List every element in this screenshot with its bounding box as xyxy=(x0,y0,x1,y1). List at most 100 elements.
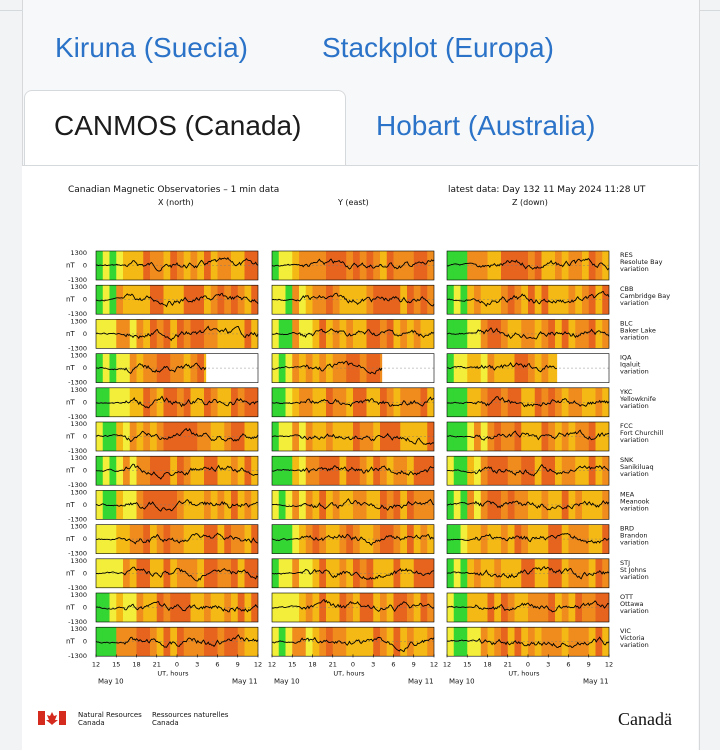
tab-stackplot[interactable]: Stackplot (Europa) xyxy=(322,32,554,63)
activity-band xyxy=(514,456,522,486)
activity-band xyxy=(541,558,549,588)
activity-band xyxy=(366,319,374,349)
activity-band xyxy=(210,285,218,315)
activity-band xyxy=(386,558,394,588)
tab-canmos[interactable]: CANMOS (Canada) xyxy=(54,110,302,141)
variation-trace xyxy=(446,429,610,441)
panel-frame xyxy=(446,524,610,554)
x-tick-label: 15 xyxy=(288,660,296,668)
activity-band xyxy=(278,456,286,486)
activity-band xyxy=(251,558,258,588)
activity-band xyxy=(102,456,110,486)
activity-band xyxy=(400,456,408,486)
activity-band xyxy=(453,627,461,657)
activity-band xyxy=(555,285,563,315)
activity-band xyxy=(453,456,461,486)
station-suffix: variation xyxy=(620,470,649,478)
activity-band xyxy=(602,627,609,657)
tab-hobart[interactable]: Hobart (Australia) xyxy=(376,110,596,141)
activity-band xyxy=(453,285,461,315)
activity-band xyxy=(514,387,522,417)
activity-band xyxy=(494,524,502,554)
x-tick-label: 12 xyxy=(443,660,451,668)
tab-kiruna[interactable]: Kiruna (Suecia) xyxy=(55,32,248,63)
activity-band xyxy=(123,422,131,451)
activity-band xyxy=(96,285,104,315)
activity-band xyxy=(380,524,388,554)
activity-band xyxy=(339,558,347,588)
station-name: St Johns xyxy=(620,566,647,574)
activity-band xyxy=(163,387,171,417)
activity-band xyxy=(143,422,151,451)
activity-band xyxy=(582,387,590,417)
y-unit-label: nT xyxy=(66,569,75,577)
activity-band xyxy=(190,319,198,349)
activity-band xyxy=(339,319,347,349)
y-min-label: -1300 xyxy=(68,550,87,558)
activity-band xyxy=(190,285,198,315)
station-code: STJ xyxy=(620,559,630,567)
panel-frame xyxy=(446,284,610,315)
activity-band xyxy=(534,558,542,588)
activity-band xyxy=(102,387,110,417)
activity-band xyxy=(224,456,232,486)
variation-trace xyxy=(446,463,610,477)
station-suffix: variation xyxy=(620,436,649,444)
activity-band xyxy=(210,319,218,349)
activity-band xyxy=(204,524,212,554)
activity-band xyxy=(561,285,569,315)
panel-frame xyxy=(446,455,610,486)
latest-data-label: latest data: Day 132 11 May 2024 11:28 U… xyxy=(448,185,646,195)
panel-frame xyxy=(95,353,259,383)
activity-band xyxy=(292,627,300,657)
nrcan-logo xyxy=(38,711,66,725)
activity-band xyxy=(143,251,151,280)
date-start-label: May 10 xyxy=(98,677,124,685)
activity-band xyxy=(514,251,522,280)
station-suffix: variation xyxy=(620,299,649,307)
activity-band xyxy=(143,627,151,657)
station-name: Victoria xyxy=(620,634,645,642)
activity-band xyxy=(380,422,388,451)
activity-band xyxy=(183,524,191,554)
activity-band xyxy=(407,319,415,349)
dept-en-line2: Canada xyxy=(78,719,105,727)
variation-trace xyxy=(447,636,610,649)
x-tick-label: 15 xyxy=(463,660,471,668)
activity-band xyxy=(602,422,609,451)
activity-band xyxy=(163,422,171,451)
x-tick-label: 12 xyxy=(605,660,613,668)
x-tick-label: 9 xyxy=(412,660,416,668)
dept-fr-line2: Canada xyxy=(152,719,179,727)
activity-band xyxy=(380,558,388,588)
station-suffix: variation xyxy=(620,539,649,547)
activity-band xyxy=(204,251,212,280)
activity-band xyxy=(474,251,482,280)
activity-band xyxy=(204,593,212,622)
y-max-label: 1300 xyxy=(70,420,87,428)
x-tick-label: 12 xyxy=(92,660,100,668)
activity-band xyxy=(116,387,124,417)
activity-band xyxy=(582,627,590,657)
activity-band xyxy=(116,422,124,451)
dept-en-line1: Natural Resources xyxy=(78,711,142,719)
flag-right-bar xyxy=(59,711,66,725)
activity-band xyxy=(447,627,455,657)
activity-band xyxy=(299,627,307,657)
y-min-label: -1300 xyxy=(68,618,87,626)
activity-band xyxy=(102,422,110,451)
activity-band xyxy=(319,251,327,280)
y-min-label: -1300 xyxy=(68,652,87,660)
y-zero-label: 0 xyxy=(83,398,87,406)
activity-band xyxy=(359,387,367,417)
activity-band xyxy=(602,593,609,622)
panel-frame xyxy=(446,387,610,418)
activity-band xyxy=(447,593,455,622)
activity-band xyxy=(555,251,563,280)
activity-band xyxy=(427,251,434,280)
y-zero-label: 0 xyxy=(83,433,87,441)
magnetogram-svg: Canadian Magnetic Observatories – 1 min … xyxy=(38,185,672,729)
activity-band xyxy=(224,251,232,280)
activity-band xyxy=(319,490,327,520)
activity-band xyxy=(561,558,569,588)
